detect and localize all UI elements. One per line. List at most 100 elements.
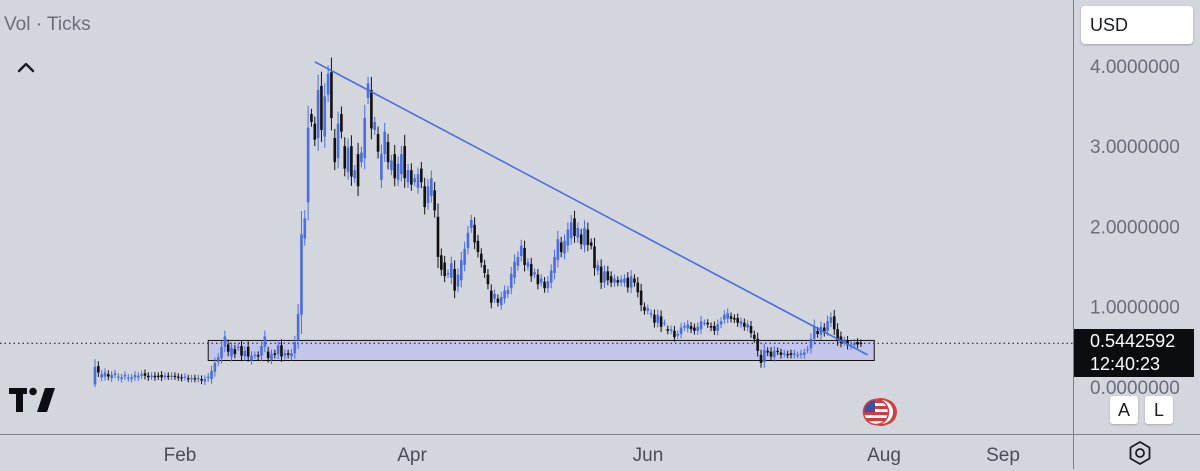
candle-body xyxy=(340,113,343,132)
candle-body xyxy=(676,334,680,336)
candle-body xyxy=(589,242,593,246)
candle-body xyxy=(386,142,390,163)
candle-body xyxy=(593,246,596,269)
price-axis[interactable]: 0.0000000 1.0000000 2.0000000 3.0000000 4.00… xyxy=(1090,57,1180,399)
candle-body xyxy=(549,270,553,283)
candle-body xyxy=(413,178,416,183)
us-flag-icon[interactable] xyxy=(860,397,900,427)
trendline[interactable] xyxy=(314,61,868,356)
candle-body xyxy=(493,293,496,299)
candle-body xyxy=(546,281,550,289)
candle-body xyxy=(403,146,406,179)
candle-body xyxy=(300,234,303,315)
candle-body xyxy=(420,168,423,183)
candle-body xyxy=(183,376,187,378)
candle-body xyxy=(280,345,283,357)
candle-body xyxy=(343,146,347,169)
candle-body xyxy=(440,255,443,270)
support-range-box[interactable] xyxy=(207,339,875,362)
range-box-rect[interactable] xyxy=(207,339,875,362)
candle-body xyxy=(263,336,267,347)
candle-body xyxy=(370,89,373,129)
candle-body xyxy=(656,314,660,323)
candle-body xyxy=(133,374,137,378)
settings-gear-icon[interactable] xyxy=(1127,440,1153,466)
candle-body xyxy=(706,322,710,325)
time-tick-label: Sep xyxy=(986,445,1020,466)
candle-body xyxy=(273,353,277,355)
currency-button[interactable]: USD xyxy=(1081,6,1193,44)
candle-body xyxy=(663,322,666,324)
candle-body xyxy=(666,329,670,331)
candle-body xyxy=(410,170,413,185)
time-tick-label: Jun xyxy=(633,445,664,466)
candle-body xyxy=(533,272,536,275)
last-price-label: 0.5442592 12:40:23 xyxy=(1074,329,1194,377)
candle-body xyxy=(466,232,470,249)
time-tick-label: Aug xyxy=(867,445,901,466)
candle-body xyxy=(673,330,676,338)
price-tick-label: 3.0000000 xyxy=(1090,137,1180,158)
candle-body xyxy=(426,186,430,204)
candle-body xyxy=(739,321,743,325)
candle-body xyxy=(293,342,297,354)
candle-body xyxy=(243,350,247,357)
candle-body xyxy=(733,317,736,320)
auto-scale-button[interactable]: A xyxy=(1110,396,1138,424)
candle-body xyxy=(260,346,263,356)
candle-body xyxy=(596,264,600,271)
candle-body xyxy=(196,378,200,380)
candle-body xyxy=(393,154,396,179)
candle-body xyxy=(836,329,839,341)
auto-scale-label: A xyxy=(1117,399,1130,420)
candle-body xyxy=(539,278,543,283)
chevron-up-icon xyxy=(17,62,35,73)
candle-body xyxy=(703,322,706,324)
candle-body xyxy=(143,373,147,376)
candle-body xyxy=(553,256,556,273)
candle-body xyxy=(599,266,603,283)
candle-body xyxy=(93,366,97,385)
candle-body xyxy=(486,274,490,285)
candle-body xyxy=(336,123,340,159)
candle-body xyxy=(330,72,333,118)
candle-body xyxy=(276,345,280,355)
candle-body xyxy=(103,372,107,377)
candle-body xyxy=(799,353,803,355)
candle-body xyxy=(253,354,257,357)
candle-body xyxy=(353,170,357,179)
candle-body xyxy=(679,327,683,335)
candle-body xyxy=(556,239,560,261)
collapse-legend-button[interactable] xyxy=(12,55,40,79)
candle-body xyxy=(516,256,520,266)
candle-body xyxy=(483,264,486,273)
trendline-segment[interactable] xyxy=(314,61,868,356)
candle-body xyxy=(376,134,380,152)
candle-body xyxy=(446,272,450,275)
candle-body xyxy=(453,268,456,291)
candle-body xyxy=(390,160,393,171)
tradingview-logo-icon[interactable] xyxy=(8,386,56,414)
candle-body xyxy=(606,271,610,281)
candle-body xyxy=(120,377,123,379)
candle-body xyxy=(559,242,563,253)
candle-body xyxy=(113,373,117,375)
legend-title[interactable]: Vol · Ticks xyxy=(4,14,91,35)
candle-body xyxy=(503,290,506,299)
candle-body xyxy=(709,325,713,328)
candle-body xyxy=(806,349,809,351)
candle-body xyxy=(563,240,566,254)
candle-body xyxy=(286,353,290,355)
log-scale-button[interactable]: L xyxy=(1145,396,1173,424)
candle-body xyxy=(200,378,203,381)
candle-body xyxy=(569,222,573,239)
candle-body xyxy=(363,117,367,159)
candle-body xyxy=(396,163,400,180)
candle-body xyxy=(223,336,227,347)
candle-body xyxy=(460,260,463,281)
time-axis[interactable]: Feb Apr Jun Aug Sep xyxy=(164,445,1020,466)
candle-body xyxy=(250,355,253,361)
candle-body xyxy=(360,152,363,163)
